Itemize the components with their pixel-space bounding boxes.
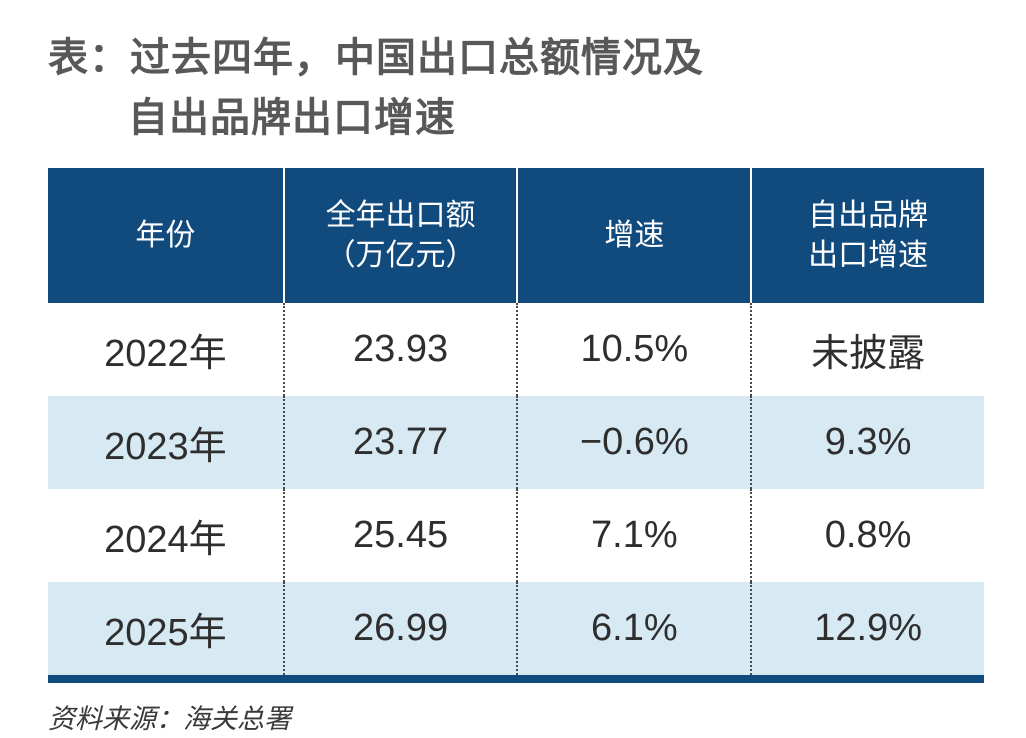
cell-export-total: 25.45 <box>282 489 517 582</box>
cell-year: 2022年 <box>104 333 227 375</box>
cell-growth: 7.1% <box>516 489 750 582</box>
title-line-2: 自出品牌出口增速 <box>128 96 456 140</box>
cell-export-total: 23.77 <box>282 396 517 489</box>
table-bottom-rule <box>48 675 984 683</box>
title-line-1: 表：过去四年，中国出口总额情况及 <box>48 36 704 80</box>
table-row-2022: 2022年 23.93 10.5% 未披露 <box>48 303 984 396</box>
table-header-row: 年份 全年出口额 （万亿元） 增速 自出品牌 出口增速 <box>48 168 984 303</box>
cell-own-brand-growth: 0.8% <box>750 489 984 582</box>
header-cell-year: 年份 <box>135 218 196 252</box>
data-table: 年份 全年出口额 （万亿元） 增速 自出品牌 出口增速 2022年 23.93 … <box>48 168 984 683</box>
cell-growth: 10.5% <box>516 303 750 396</box>
source-note: 资料来源：海关总署 <box>48 704 291 734</box>
cell-year: 2024年 <box>104 519 227 561</box>
header-cell-growth: 增速 <box>516 168 750 303</box>
table-row-2025: 2025年 26.99 6.1% 12.9% <box>48 582 984 675</box>
cell-own-brand-growth: 未披露 <box>750 303 984 396</box>
table-row-2023: 2023年 23.77 −0.6% 9.3% <box>48 396 984 489</box>
cell-growth: −0.6% <box>516 396 750 489</box>
cell-growth: 6.1% <box>516 582 750 675</box>
cell-export-total: 23.93 <box>282 303 517 396</box>
cell-year: 2023年 <box>104 426 227 468</box>
table-row-2024: 2024年 25.45 7.1% 0.8% <box>48 489 984 582</box>
header-cell-own-brand-growth: 自出品牌 出口增速 <box>750 168 984 303</box>
cell-export-total: 26.99 <box>282 582 517 675</box>
cell-year: 2025年 <box>104 612 227 654</box>
chart-title: 表：过去四年，中国出口总额情况及 自出品牌出口增速 <box>48 28 984 148</box>
header-cell-export-total: 全年出口额 （万亿元） <box>282 168 517 303</box>
cell-own-brand-growth: 12.9% <box>750 582 984 675</box>
cell-own-brand-growth: 9.3% <box>750 396 984 489</box>
